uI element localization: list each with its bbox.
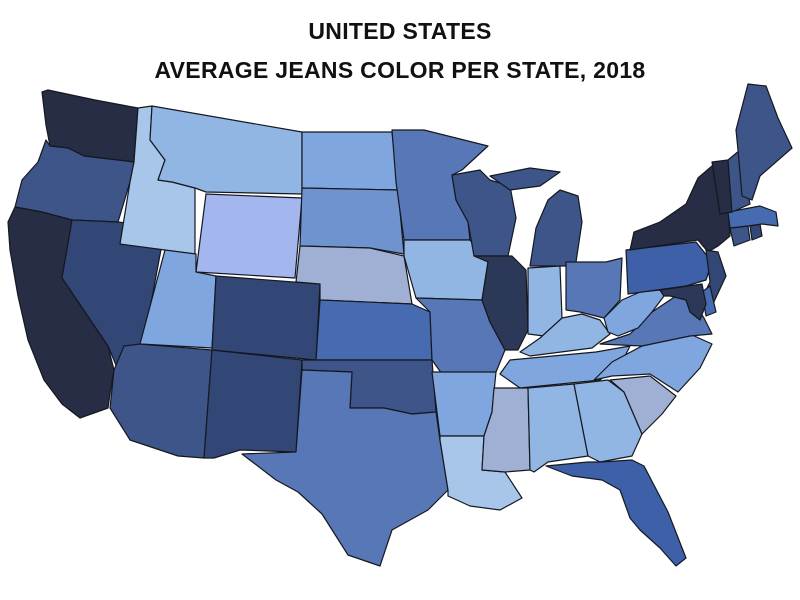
- state-massachusetts: [727, 205, 779, 229]
- state-wisconsin: [451, 169, 517, 257]
- state-colorado: [211, 275, 321, 361]
- map-title-line-2: AVERAGE JEANS COLOR PER STATE, 2018: [154, 57, 646, 83]
- state-georgia: [573, 379, 643, 463]
- state-ohio: [565, 257, 623, 319]
- state-kansas: [315, 299, 433, 361]
- state-pennsylvania: [625, 241, 713, 295]
- state-arkansas: [431, 371, 497, 437]
- state-maine: [735, 83, 793, 201]
- state-maryland: [659, 283, 707, 321]
- state-illinois: [473, 255, 529, 351]
- state-south-carolina: [609, 375, 677, 435]
- state-shapes: [7, 83, 793, 567]
- state-connecticut: [729, 225, 751, 247]
- state-wyoming: [195, 193, 303, 279]
- state-arizona: [109, 343, 213, 459]
- state-michigan: [529, 189, 583, 267]
- state-texas: [241, 369, 449, 567]
- state-rhode-island: [749, 223, 763, 241]
- state-montana: [149, 105, 303, 195]
- state-michigan-upper-peninsula: [489, 167, 561, 191]
- state-new-mexico: [203, 349, 303, 459]
- state-west-virginia: [603, 289, 665, 337]
- state-south-dakota: [299, 187, 405, 255]
- state-north-carolina: [593, 333, 713, 393]
- state-kentucky: [519, 313, 611, 357]
- map-title-line-1: UNITED STATES: [308, 18, 492, 44]
- state-florida: [545, 459, 687, 567]
- state-north-dakota: [301, 131, 399, 191]
